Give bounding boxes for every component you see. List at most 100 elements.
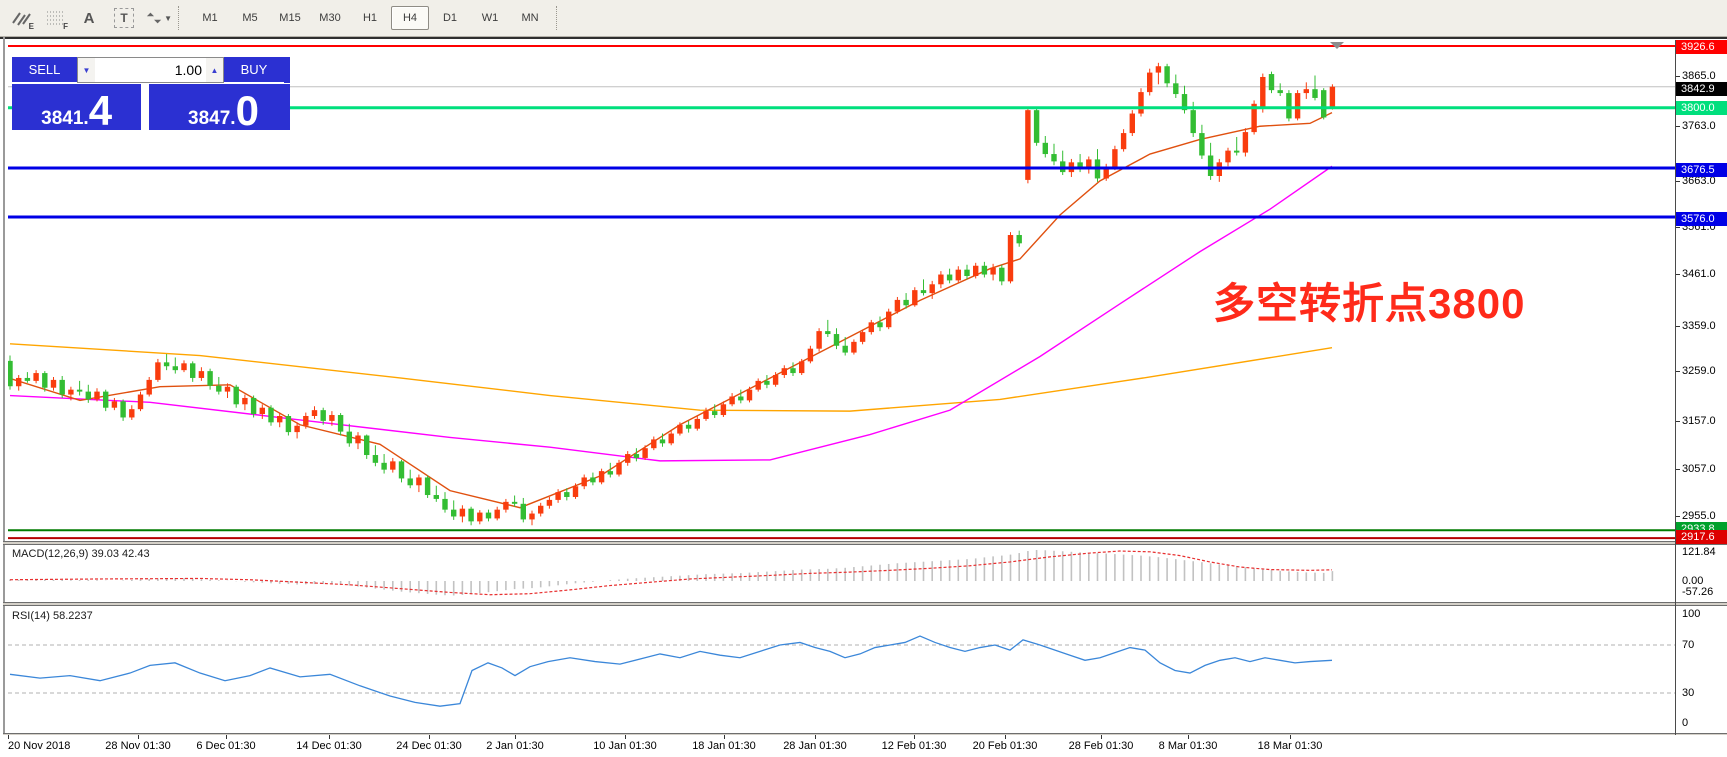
window-border-left bbox=[3, 37, 5, 757]
axis-tick-mark bbox=[1676, 227, 1680, 228]
axis-tick-mark bbox=[1676, 274, 1680, 275]
time-axis-label: 20 Feb 01:30 bbox=[972, 740, 1038, 752]
time-tick-mark bbox=[515, 735, 516, 739]
time-axis-label: 2 Jan 01:30 bbox=[486, 740, 544, 752]
volume-decrease-button[interactable]: ▼ bbox=[78, 58, 95, 82]
buy-price-display[interactable]: 3847. 0 bbox=[156, 84, 290, 134]
time-axis-label: 24 Dec 01:30 bbox=[396, 740, 462, 752]
indicator-hatch-icon[interactable]: E bbox=[8, 6, 34, 31]
price-level-badge: 3576.0 bbox=[1676, 212, 1727, 226]
macd-pane[interactable] bbox=[8, 545, 1675, 602]
macd-indicator-label: MACD(12,26,9) 39.03 42.43 bbox=[12, 548, 150, 560]
buy-button[interactable]: BUY bbox=[224, 57, 284, 83]
timeframe-button-m30[interactable]: M30 bbox=[319, 12, 341, 24]
macd-axis-label: 121.84 bbox=[1682, 546, 1716, 558]
buy-price-main: 3847 bbox=[188, 108, 231, 129]
price-level-badge: 2917.6 bbox=[1676, 530, 1727, 544]
price-level-badge: 3842.9 bbox=[1676, 82, 1727, 96]
time-axis-label: 20 Nov 2018 bbox=[8, 740, 71, 752]
panel-gap bbox=[141, 84, 149, 130]
rsi-axis-label: 30 bbox=[1682, 687, 1695, 699]
axis-tick-label: 3663.0 bbox=[1682, 175, 1716, 187]
macd-axis-label: 0.00 bbox=[1682, 575, 1704, 587]
dropdown-caret-icon[interactable]: ▼ bbox=[164, 13, 172, 23]
grid-hatch-icon[interactable]: F bbox=[42, 6, 68, 31]
price-axis-border bbox=[1675, 40, 1676, 735]
window-border-top bbox=[0, 37, 1727, 39]
ma-slow-orange bbox=[9, 343, 1333, 412]
axis-tick-mark bbox=[1676, 371, 1680, 372]
time-tick-mark bbox=[1290, 735, 1291, 739]
sell-price-main: 3841 bbox=[41, 108, 84, 129]
axis-tick-mark bbox=[1676, 516, 1680, 517]
time-axis-label: 28 Nov 01:30 bbox=[105, 740, 171, 752]
time-axis-label: 28 Jan 01:30 bbox=[783, 740, 847, 752]
icon-letter: E bbox=[28, 22, 34, 31]
time-tick-mark bbox=[138, 735, 139, 739]
axis-tick-label: 3865.0 bbox=[1682, 70, 1716, 82]
time-tick-mark bbox=[429, 735, 430, 739]
time-tick-mark bbox=[329, 735, 330, 739]
volume-stepper: ▼ ▲ bbox=[77, 57, 224, 83]
sell-price-big-digit: 4 bbox=[88, 86, 113, 134]
rsi-axis-label: 0 bbox=[1682, 717, 1689, 729]
axis-tick-mark bbox=[1676, 126, 1680, 127]
rsi-pane[interactable] bbox=[8, 606, 1675, 733]
time-tick-mark bbox=[1101, 735, 1102, 739]
axis-tick-label: 3259.0 bbox=[1682, 365, 1716, 377]
price-axis[interactable]: 3865.0 3763.0 3663.0 3561.0 3461.0 3359.0 3259… bbox=[1676, 37, 1727, 735]
axis-tick-label: 3057.0 bbox=[1682, 463, 1716, 475]
sell-button[interactable]: SELL bbox=[12, 57, 77, 83]
axis-tick-mark bbox=[1676, 181, 1680, 182]
axis-tick-mark bbox=[1676, 421, 1680, 422]
time-tick-mark bbox=[724, 735, 725, 739]
chart-annotation-text: 多空转折点3800 bbox=[1213, 280, 1526, 327]
time-tick-mark bbox=[815, 735, 816, 739]
timeframe-button-mn[interactable]: MN bbox=[521, 12, 539, 24]
toolbar-separator bbox=[556, 6, 562, 30]
price-level-badge: 3800.0 bbox=[1676, 101, 1727, 115]
chart-shift-marker-icon bbox=[1330, 42, 1344, 49]
axis-tick-mark bbox=[1676, 76, 1680, 77]
time-tick-mark bbox=[1005, 735, 1006, 739]
timeframe-button-w1[interactable]: W1 bbox=[481, 12, 499, 24]
timeframe-group: M1 M5 M15 M30 H1 H4 D1 W1 MN bbox=[190, 6, 550, 30]
time-tick-mark bbox=[8, 735, 9, 739]
timeframe-button-d1[interactable]: D1 bbox=[442, 12, 458, 24]
toolbar: E F A T ▼ M1 M5 M15 M30 H1 H4 D1 W1 MN bbox=[0, 0, 1727, 37]
time-axis-label: 28 Feb 01:30 bbox=[1068, 740, 1134, 752]
ma-mid-magenta bbox=[9, 165, 1333, 462]
time-axis-label: 14 Dec 01:30 bbox=[296, 740, 362, 752]
volume-input[interactable] bbox=[95, 58, 206, 82]
text-label-icon[interactable]: A bbox=[83, 9, 95, 27]
sell-price-display[interactable]: 3841. 4 bbox=[12, 84, 142, 134]
axis-tick-label: 3157.0 bbox=[1682, 415, 1716, 427]
timeframe-button-h4[interactable]: H4 bbox=[391, 6, 429, 30]
rsi-axis-label: 100 bbox=[1682, 608, 1701, 620]
timeframe-button-m15[interactable]: M15 bbox=[279, 12, 301, 24]
time-axis[interactable]: 20 Nov 2018 28 Nov 01:30 6 Dec 01:30 14 Dec… bbox=[3, 735, 1727, 757]
buy-price-big-digit: 0 bbox=[235, 86, 259, 134]
timeframe-button-m5[interactable]: M5 bbox=[242, 12, 258, 24]
macd-signal-line bbox=[9, 550, 1333, 596]
pane-separator[interactable] bbox=[3, 541, 1727, 545]
time-axis-label: 18 Jan 01:30 bbox=[692, 740, 756, 752]
time-axis-label: 6 Dec 01:30 bbox=[196, 740, 256, 752]
one-click-trading-panel: SELL ▼ ▲ BUY 3841.4 3847.0 bbox=[12, 57, 290, 134]
timeframe-button-h1[interactable]: H1 bbox=[362, 12, 378, 24]
time-axis-label: 18 Mar 01:30 bbox=[1257, 740, 1323, 752]
toolbar-separator bbox=[178, 6, 184, 30]
macd-axis-label: -57.26 bbox=[1682, 586, 1714, 598]
cycle-arrows-icon[interactable]: ▼ bbox=[146, 6, 172, 30]
time-tick-mark bbox=[625, 735, 626, 739]
pane-separator[interactable] bbox=[3, 602, 1727, 606]
time-axis-label: 10 Jan 01:30 bbox=[593, 740, 657, 752]
volume-increase-button[interactable]: ▲ bbox=[206, 58, 223, 82]
axis-tick-mark bbox=[1676, 326, 1680, 327]
text-box-icon[interactable]: T bbox=[114, 8, 134, 28]
ma-fast-red bbox=[9, 111, 1333, 509]
rsi-line bbox=[9, 635, 1333, 707]
rsi-indicator-label: RSI(14) 58.2237 bbox=[12, 610, 93, 622]
timeframe-button-m1[interactable]: M1 bbox=[202, 12, 218, 24]
